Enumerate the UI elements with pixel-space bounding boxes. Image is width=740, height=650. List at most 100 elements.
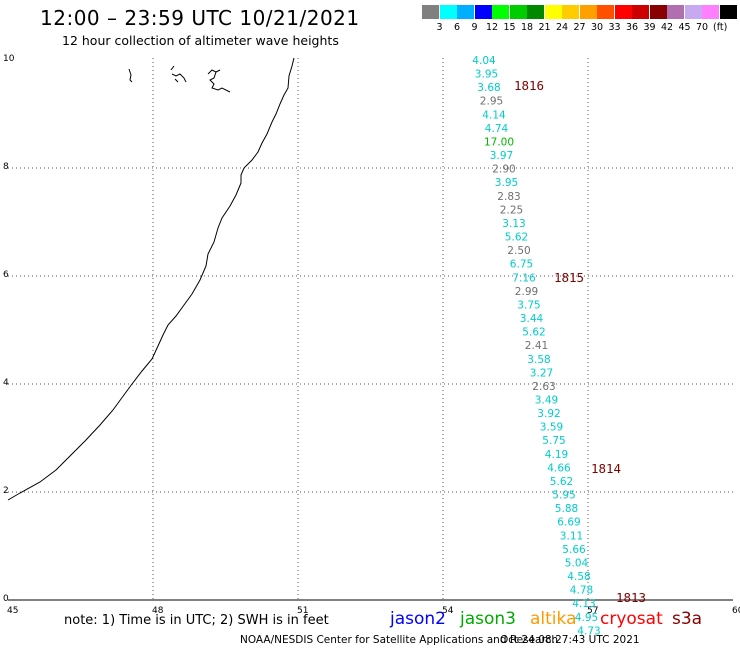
wave-height-label: 5.88 <box>555 503 578 515</box>
legend-label: 21 <box>538 22 551 33</box>
wave-height-label: 6.69 <box>557 517 580 529</box>
legend-label: 15 <box>503 22 516 33</box>
satellite-name: jason3 <box>460 609 516 629</box>
wave-height-label: 7.16 <box>512 272 536 284</box>
wave-height-label: 3.13 <box>502 218 525 230</box>
satellite-name: s3a <box>672 609 703 629</box>
wave-height-label: 4.14 <box>482 109 506 121</box>
island-outline <box>170 65 187 83</box>
wave-height-label: 3.95 <box>495 177 518 189</box>
island-outline <box>128 68 133 83</box>
x-tick-label: 57 <box>587 606 598 616</box>
legend-swatch <box>632 5 649 19</box>
wave-height-label: 3.68 <box>477 82 500 94</box>
wave-height-label: 2.95 <box>480 96 503 108</box>
legend-label: 30 <box>590 22 604 33</box>
legend-label: 39 <box>643 22 656 33</box>
wave-height-label: 5.95 <box>552 490 575 502</box>
legend-label: 42 <box>660 22 674 33</box>
wave-height-label: 3.92 <box>537 408 560 420</box>
page-subtitle: 12 hour collection of altimeter wave hei… <box>62 33 339 48</box>
generation-timestamp: Oct 24 08:27:43 UTC 2021 <box>500 634 640 646</box>
legend-swatch <box>422 5 439 19</box>
footnote: note: 1) Time is in UTC; 2) SWH is in fe… <box>64 613 329 628</box>
legend-swatch <box>614 5 632 19</box>
wave-height-label: 3.11 <box>560 530 583 542</box>
x-tick-label: 51 <box>297 606 308 616</box>
wave-height-label: 4.19 <box>545 449 568 461</box>
x-tick-label: 60 <box>732 606 740 616</box>
y-tick-label: 10 <box>3 54 15 64</box>
track-time-label: 1813 <box>616 590 646 605</box>
legend-swatch <box>457 5 474 19</box>
credit-line: NOAA/NESDIS Center for Satellite Applica… <box>240 634 558 646</box>
wave-height-label: 4.74 <box>485 123 509 135</box>
satellite-name: cryosat <box>600 609 663 629</box>
y-tick-label: 2 <box>3 486 9 496</box>
wave-height-label: 17.00 <box>484 136 514 148</box>
wave-height-label: 4.13 <box>572 598 595 610</box>
y-tick-label: 4 <box>3 378 9 388</box>
legend-label: 12 <box>485 22 499 33</box>
wave-height-label: 5.62 <box>505 232 528 244</box>
wave-height-label: 3.75 <box>517 299 540 311</box>
wave-height-label: 2.99 <box>515 286 538 298</box>
legend-swatch <box>597 5 614 19</box>
y-tick-label: 8 <box>3 162 9 172</box>
legend-label: 70 <box>695 22 709 33</box>
legend-label: 18 <box>520 22 534 33</box>
wave-height-label: 2.50 <box>507 245 530 257</box>
wave-height-label: 3.58 <box>527 354 550 366</box>
wave-height-label: 2.63 <box>532 381 555 393</box>
legend-label: 33 <box>608 22 621 33</box>
wave-height-label: 5.75 <box>542 435 565 447</box>
wave-height-label: 3.95 <box>475 69 498 81</box>
wave-height-label: 3.59 <box>540 422 563 434</box>
y-tick-label: 6 <box>3 270 9 280</box>
wave-height-label: 3.27 <box>530 367 553 379</box>
legend-label: 24 <box>555 22 569 33</box>
track-time-label: 1816 <box>514 78 544 93</box>
x-tick-label: 48 <box>152 606 164 616</box>
satellite-name: altika <box>530 609 577 629</box>
legend-swatch <box>667 5 684 19</box>
wave-height-label: 4.73 <box>577 625 600 637</box>
legend-swatch <box>439 5 457 19</box>
y-tick-label: 0 <box>3 594 9 604</box>
wave-height-label: 3.49 <box>535 395 558 407</box>
island-outline <box>207 69 231 93</box>
wave-height-label: 4.95 <box>575 612 598 624</box>
legend-label: 6 <box>453 22 461 33</box>
legend-unit: (ft) <box>713 22 728 33</box>
page-title: 12:00 – 23:59 UTC 10/21/2021 <box>40 6 360 30</box>
track-time-label: 1814 <box>591 461 621 476</box>
coastline <box>7 57 295 501</box>
wave-height-label: 2.83 <box>497 191 520 203</box>
wave-height-label: 5.04 <box>565 557 589 569</box>
legend-label: 36 <box>625 22 639 33</box>
track-time-label: 1815 <box>554 270 584 285</box>
wave-height-label: 4.66 <box>547 462 571 474</box>
wave-height-label: 3.97 <box>490 150 513 162</box>
legend-swatch <box>544 5 562 19</box>
wave-height-label: 2.25 <box>500 204 523 216</box>
wave-height-label: 5.62 <box>522 327 545 339</box>
legend-swatch <box>474 5 492 19</box>
wave-height-label: 3.44 <box>520 313 544 325</box>
wave-height-label: 5.66 <box>562 544 586 556</box>
legend-swatch <box>527 5 544 19</box>
legend-swatch <box>719 5 737 19</box>
legend-label: 45 <box>678 22 691 33</box>
legend-swatch <box>492 5 509 19</box>
wave-height-label: 2.41 <box>525 340 548 352</box>
legend-swatch <box>684 5 702 19</box>
legend-swatch <box>649 5 667 19</box>
wave-height-label: 2.90 <box>492 164 515 176</box>
satellite-name: jason2 <box>390 609 446 629</box>
wave-height-label: 4.78 <box>570 585 593 597</box>
legend-label: 9 <box>471 22 478 33</box>
wave-height-label: 5.62 <box>550 476 573 488</box>
x-tick-label: 54 <box>442 606 454 616</box>
